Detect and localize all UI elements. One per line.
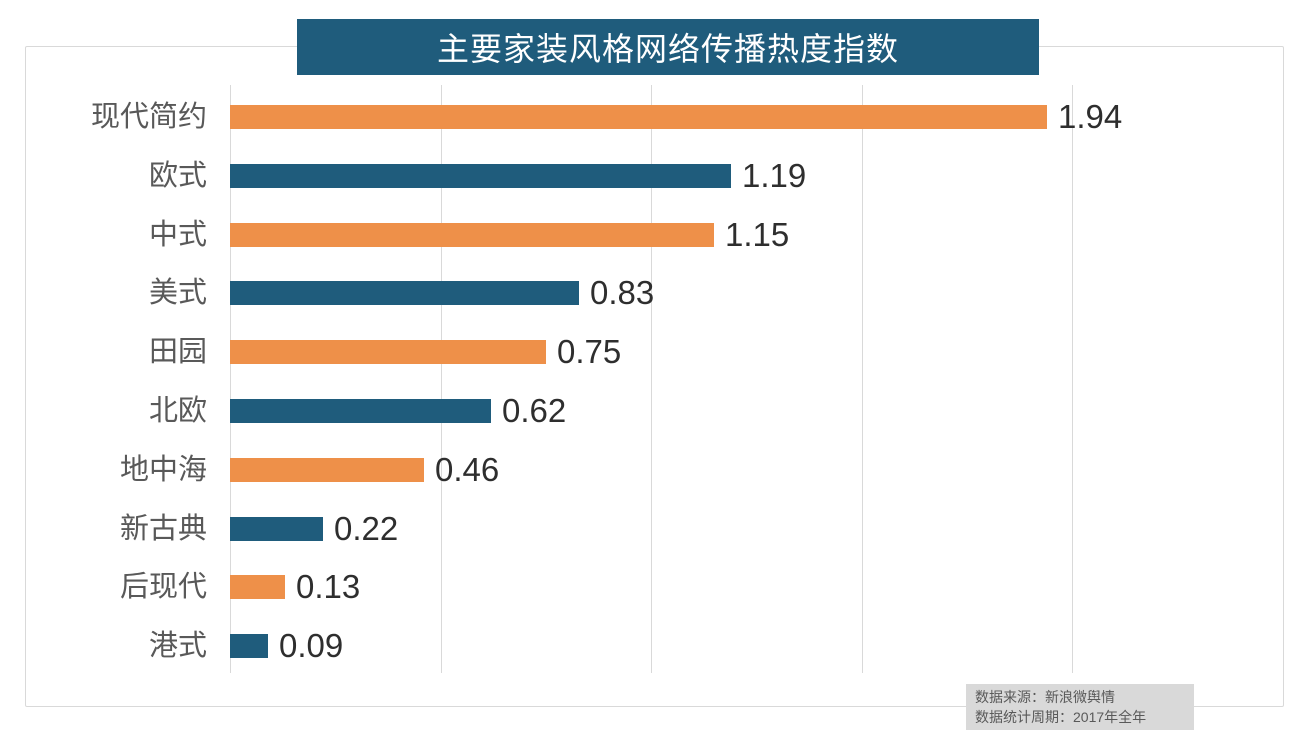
- value-label: 0.09: [279, 627, 344, 665]
- value-label: 0.62: [502, 392, 567, 429]
- data-period-text: 数据统计周期：2017年全年: [975, 709, 1147, 725]
- bar: [230, 340, 546, 365]
- bar: [230, 457, 424, 482]
- value-label: 0.13: [296, 568, 361, 606]
- value-label: 1.15: [725, 215, 790, 253]
- bar: [230, 575, 285, 600]
- value-label: 0.75: [557, 333, 622, 371]
- category-label: 现代简约: [90, 101, 207, 133]
- y-axis-line: [230, 85, 231, 673]
- chart-title-banner: 主要家装风格网络传播热度指数: [297, 19, 1039, 75]
- chart-title: 主要家装风格网络传播热度指数: [436, 31, 899, 67]
- category-label: 美式: [148, 277, 207, 310]
- data-source-text: 数据来源：新浪微舆情: [975, 689, 1115, 705]
- bar: [230, 399, 491, 423]
- category-label: 新古典: [119, 512, 207, 545]
- bar: [230, 281, 579, 306]
- bar: [230, 105, 1047, 129]
- category-label: 欧式: [148, 159, 207, 192]
- bar: [230, 222, 714, 247]
- category-label: 北欧: [148, 395, 207, 427]
- gridline-x-1: [651, 85, 652, 673]
- bar: [230, 634, 268, 659]
- category-label: 地中海: [119, 453, 207, 486]
- category-label: 中式: [148, 218, 207, 251]
- category-label: 田园: [148, 336, 207, 369]
- value-label: 0.83: [590, 274, 655, 312]
- value-label: 1.94: [1058, 98, 1123, 135]
- bar: [230, 516, 323, 541]
- category-label: 港式: [148, 630, 207, 663]
- gridline-x-1.5: [862, 85, 863, 673]
- category-label: 后现代: [119, 571, 207, 604]
- value-label: 0.46: [435, 450, 500, 488]
- gridline-x-0.5: [441, 85, 442, 673]
- value-label: 0.22: [334, 509, 399, 547]
- gridline-x-2: [1072, 85, 1073, 673]
- bar: [230, 163, 731, 188]
- value-label: 1.19: [742, 156, 807, 194]
- data-source-box: 数据来源：新浪微舆情 数据统计周期：2017年全年: [966, 684, 1194, 730]
